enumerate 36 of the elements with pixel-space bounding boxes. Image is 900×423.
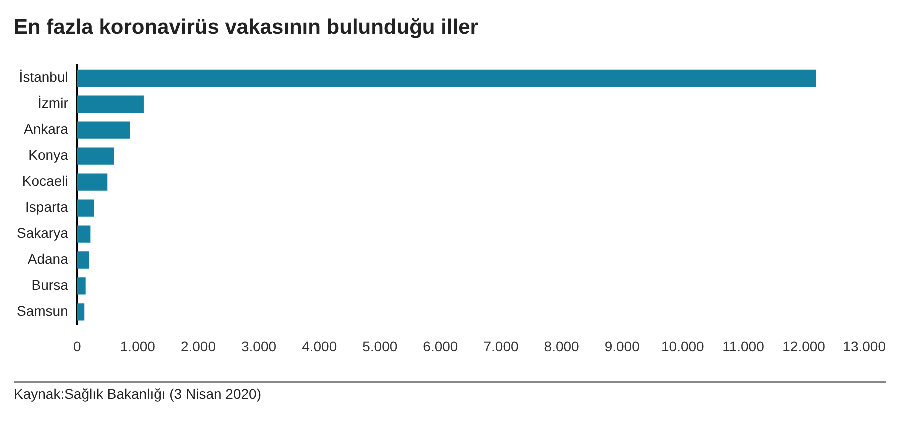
- bar: [77, 200, 94, 217]
- x-tick-label: 4.000: [302, 338, 338, 354]
- x-tick-label: 0: [73, 338, 82, 354]
- bar: [77, 226, 91, 243]
- bar: [77, 96, 144, 113]
- x-tick-label: 10.000: [662, 338, 705, 354]
- x-tick-label: 3.000: [242, 338, 277, 354]
- x-tick-label: 2.000: [180, 338, 216, 354]
- y-tick-label: Isparta: [26, 199, 69, 216]
- x-tick-label: 8.000: [544, 338, 580, 354]
- x-tick-label: 6.000: [423, 338, 458, 354]
- x-tick-label: 13.000: [843, 338, 886, 354]
- bar: [77, 174, 108, 191]
- y-tick-label: Konya: [28, 147, 69, 164]
- chart-title: En fazla koronavirüs vakasının bulunduğu iller: [14, 16, 478, 40]
- bar: [77, 278, 86, 295]
- y-tick-label: Samsun: [17, 303, 68, 320]
- x-tick-label: 1.000: [120, 338, 156, 354]
- y-tick-label: İstanbul: [19, 69, 68, 86]
- y-tick-label: Sakarya: [17, 225, 69, 242]
- x-tick-label: 12.000: [782, 338, 826, 354]
- text: Kaynak:Sağlık Bakanlığı (3 Nisan 2020): [14, 386, 262, 402]
- bar: [77, 252, 90, 269]
- x-tick-label: 9.000: [604, 338, 640, 354]
- y-tick-label: Bursa: [32, 277, 69, 294]
- bar: [77, 304, 85, 321]
- x-tick-label: 7.000: [484, 338, 519, 354]
- bar: [77, 122, 130, 139]
- y-tick-label: Kocaeli: [22, 173, 68, 190]
- bar: [77, 70, 816, 87]
- y-tick-label: İzmir: [38, 95, 69, 112]
- bar: [77, 148, 114, 165]
- x-tick-label: 11.000: [722, 338, 765, 354]
- y-tick-label: Adana: [28, 251, 69, 268]
- x-tick-label: 5.000: [362, 338, 398, 354]
- y-tick-label: Ankara: [24, 121, 69, 138]
